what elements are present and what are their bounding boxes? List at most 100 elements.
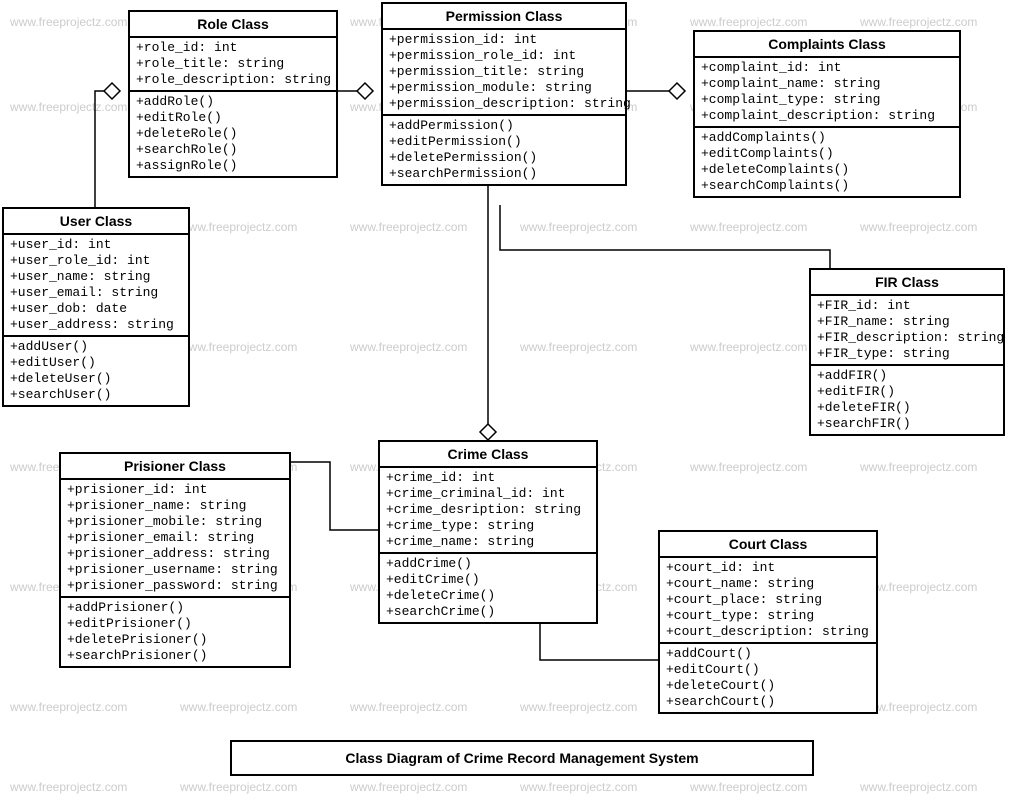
watermark-text: www.freeprojectz.com: [10, 700, 127, 714]
method-row: +searchFIR(): [817, 416, 997, 432]
class-methods: +addCourt()+editCourt()+deleteCourt()+se…: [660, 644, 876, 712]
method-row: +editPrisioner(): [67, 616, 283, 632]
attribute-row: +crime_criminal_id: int: [386, 486, 590, 502]
class-box-permission: Permission Class +permission_id: int+per…: [381, 2, 627, 186]
class-attributes: +crime_id: int+crime_criminal_id: int +cr…: [380, 468, 596, 554]
class-box-user: User Class +user_id: int+user_role_id: i…: [2, 207, 190, 407]
diagram-caption: Class Diagram of Crime Record Management…: [230, 740, 814, 776]
watermark-text: www.freeprojectz.com: [690, 340, 807, 354]
class-box-court: Court Class +court_id: int+court_name: s…: [658, 530, 878, 714]
attribute-row: +user_dob: date: [10, 301, 182, 317]
attribute-row: +permission_role_id: int: [389, 48, 619, 64]
method-row: +addComplaints(): [701, 130, 953, 146]
attribute-row: +prisioner_username: string: [67, 562, 283, 578]
watermark-text: www.freeprojectz.com: [520, 340, 637, 354]
attribute-row: +court_type: string: [666, 608, 870, 624]
method-row: +addUser(): [10, 339, 182, 355]
class-attributes: +FIR_id: int+FIR_name: string+FIR_descri…: [811, 296, 1003, 366]
caption-text: Class Diagram of Crime Record Management…: [345, 750, 698, 766]
attribute-row: +permission_id: int: [389, 32, 619, 48]
watermark-text: www.freeprojectz.com: [690, 460, 807, 474]
method-row: +deleteCrime(): [386, 588, 590, 604]
class-methods: +addPrisioner()+editPrisioner()+deletePr…: [61, 598, 289, 666]
method-row: +searchCrime(): [386, 604, 590, 620]
method-row: +deletePrisioner(): [67, 632, 283, 648]
attribute-row: +role_id: int: [136, 40, 330, 56]
watermark-text: www.freeprojectz.com: [180, 700, 297, 714]
attribute-row: +FIR_id: int: [817, 298, 997, 314]
attribute-row: +complaint_description: string: [701, 108, 953, 124]
attribute-row: +permission_module: string: [389, 80, 619, 96]
class-title: Crime Class: [380, 442, 596, 468]
attribute-row: +role_description: string: [136, 72, 330, 88]
method-row: +deleteFIR(): [817, 400, 997, 416]
class-attributes: +role_id: int+role_title: string+role_de…: [130, 38, 336, 92]
class-methods: +addPermission()+editPermission()+delete…: [383, 116, 625, 184]
class-title: Prisioner Class: [61, 454, 289, 480]
attribute-row: +prisioner_name: string: [67, 498, 283, 514]
watermark-text: www.freeprojectz.com: [690, 15, 807, 29]
method-row: +searchRole(): [136, 142, 330, 158]
diagram-canvas: www.freeprojectz.com www.freeprojectz.com…: [0, 0, 1010, 792]
attribute-row: +court_id: int: [666, 560, 870, 576]
class-methods: +addFIR()+editFIR()+deleteFIR()+searchFI…: [811, 366, 1003, 434]
attribute-row: +user_email: string: [10, 285, 182, 301]
class-attributes: +user_id: int+user_role_id: int+user_nam…: [4, 235, 188, 337]
method-row: +addCourt(): [666, 646, 870, 662]
class-title: FIR Class: [811, 270, 1003, 296]
method-row: +deletePermission(): [389, 150, 619, 166]
watermark-text: www.freeprojectz.com: [350, 700, 467, 714]
attribute-row: +crime_name: string: [386, 534, 590, 550]
attribute-row: +permission_title: string: [389, 64, 619, 80]
watermark-text: www.freeprojectz.com: [350, 340, 467, 354]
watermark-text: www.freeprojectz.com: [860, 460, 977, 474]
attribute-row: +crime_id: int: [386, 470, 590, 486]
watermark-text: www.freeprojectz.com: [860, 220, 977, 234]
attribute-row: +user_name: string: [10, 269, 182, 285]
watermark-text: www.freeprojectz.com: [10, 15, 127, 29]
watermark-text: www.freeprojectz.com: [690, 220, 807, 234]
watermark-text: www.freeprojectz.com: [860, 15, 977, 29]
class-attributes: +permission_id: int+permission_role_id: …: [383, 30, 625, 116]
attribute-row: +prisioner_email: string: [67, 530, 283, 546]
method-row: +editComplaints(): [701, 146, 953, 162]
method-row: +deleteCourt(): [666, 678, 870, 694]
watermark-text: www.freeprojectz.com: [350, 220, 467, 234]
method-row: +searchPermission(): [389, 166, 619, 182]
method-row: +searchPrisioner(): [67, 648, 283, 664]
watermark-text: www.freeprojectz.com: [180, 340, 297, 354]
method-row: +deleteRole(): [136, 126, 330, 142]
class-box-role: Role Class +role_id: int+role_title: str…: [128, 10, 338, 178]
attribute-row: +FIR_description: string: [817, 330, 997, 346]
method-row: +searchCourt(): [666, 694, 870, 710]
method-row: +editPermission(): [389, 134, 619, 150]
attribute-row: +court_place: string: [666, 592, 870, 608]
attribute-row: +FIR_type: string: [817, 346, 997, 362]
class-methods: +addComplaints()+editComplaints()+delete…: [695, 128, 959, 196]
method-row: +editCrime(): [386, 572, 590, 588]
method-row: +addPermission(): [389, 118, 619, 134]
method-row: +addCrime(): [386, 556, 590, 572]
class-attributes: +court_id: int+court_name: string+court_…: [660, 558, 876, 644]
attribute-row: +user_role_id: int: [10, 253, 182, 269]
attribute-row: +complaint_type: string: [701, 92, 953, 108]
attribute-row: +permission_description: string: [389, 96, 619, 112]
attribute-row: +prisioner_address: string: [67, 546, 283, 562]
watermark-text: www.freeprojectz.com: [10, 100, 127, 114]
attribute-row: +user_id: int: [10, 237, 182, 253]
attribute-row: +complaint_name: string: [701, 76, 953, 92]
attribute-row: +prisioner_mobile: string: [67, 514, 283, 530]
attribute-row: +court_description: string: [666, 624, 870, 640]
attribute-row: +prisioner_id: int: [67, 482, 283, 498]
method-row: +deleteUser(): [10, 371, 182, 387]
class-methods: +addRole()+editRole()+deleteRole()+searc…: [130, 92, 336, 176]
attribute-row: +FIR_name: string: [817, 314, 997, 330]
class-methods: +addCrime()+editCrime()+deleteCrime()+se…: [380, 554, 596, 622]
method-row: +searchComplaints(): [701, 178, 953, 194]
method-row: +assignRole(): [136, 158, 330, 174]
class-methods: +addUser()+editUser()+deleteUser()+searc…: [4, 337, 188, 405]
class-title: User Class: [4, 209, 188, 235]
method-row: +addRole(): [136, 94, 330, 110]
watermark-text: www.freeprojectz.com: [180, 220, 297, 234]
class-box-fir: FIR Class +FIR_id: int+FIR_name: string+…: [809, 268, 1005, 436]
